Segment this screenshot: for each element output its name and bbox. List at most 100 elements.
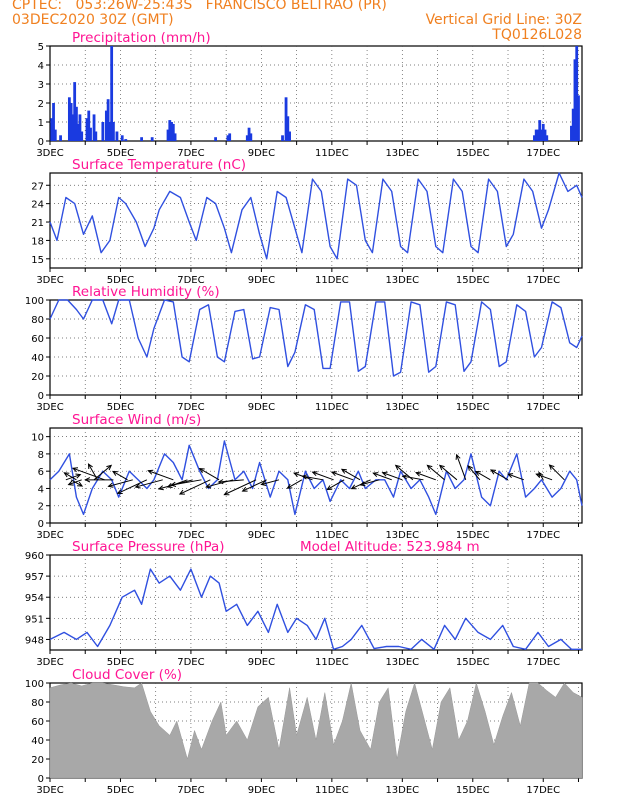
precipitation-date-label: 7DEC xyxy=(177,148,204,159)
wind-vector xyxy=(171,479,202,486)
wind-vector xyxy=(117,479,148,494)
humidity-date-label: 15DEC xyxy=(456,402,490,413)
pressure-date-label: 17DEC xyxy=(526,657,560,668)
precip-bar xyxy=(71,114,75,141)
precipitation-date-label: 11DEC xyxy=(315,148,349,159)
wind-ytick-label: 10 xyxy=(31,433,44,444)
precip-bar xyxy=(214,137,217,141)
precip-bar xyxy=(533,135,536,141)
precip-bar xyxy=(228,133,232,141)
wind-vector-head xyxy=(401,474,408,480)
humidity-date-label: 3DEC xyxy=(36,402,63,413)
precip-bar xyxy=(101,122,105,141)
precip-bar xyxy=(50,118,54,141)
humidity-date-label: 13DEC xyxy=(385,402,419,413)
precip-bar xyxy=(281,135,284,141)
wind-vector xyxy=(312,471,334,481)
pressure-ytick-label: 957 xyxy=(25,572,44,583)
wind-vector xyxy=(439,465,458,481)
wind-vector xyxy=(331,471,354,481)
wind-date-label: 15DEC xyxy=(456,530,490,541)
wind-vector-head xyxy=(535,473,542,479)
precip-bar xyxy=(245,135,249,141)
precip-bar xyxy=(106,99,110,141)
wind-vector xyxy=(179,479,211,495)
precip-bar xyxy=(171,123,175,141)
wind-vector xyxy=(549,464,565,481)
wind-vector-head xyxy=(301,474,308,480)
humidity-date-label: 7DEC xyxy=(177,402,204,413)
cloud-cover-date-label: 17DEC xyxy=(526,785,560,796)
header-grid-note: Vertical Grid Line: 30Z xyxy=(425,12,582,28)
wind-vector-head xyxy=(426,464,433,471)
precipitation-frame xyxy=(49,45,583,142)
wind-vector xyxy=(242,479,267,492)
wind-ytick-label: 6 xyxy=(38,467,44,478)
precip-bar xyxy=(53,129,57,141)
wind-title: Surface Wind (m/s) xyxy=(72,412,201,428)
temperature-ytick-label: 18 xyxy=(31,236,44,247)
wind-vector-head xyxy=(241,486,248,492)
wind-vector xyxy=(261,479,280,486)
wind-vector-head xyxy=(84,477,91,483)
precipitation-ytick-label: 1 xyxy=(38,118,44,129)
precipitation-date-label: 5DEC xyxy=(107,148,134,159)
temperature-ytick-label: 15 xyxy=(31,255,44,266)
wind-vector xyxy=(467,465,481,481)
wind-vector-head xyxy=(293,472,300,478)
pressure-date-label: 11DEC xyxy=(315,657,349,668)
precip-bar xyxy=(75,106,78,141)
temperature-date-label: 15DEC xyxy=(456,275,490,286)
wind-ytick-label: 2 xyxy=(38,502,44,513)
cloud-cover-ytick-label: 100 xyxy=(25,679,44,690)
precip-bar xyxy=(115,131,119,141)
precip-bar xyxy=(166,129,170,141)
wind-vector-head xyxy=(87,463,93,470)
wind-vector xyxy=(199,468,220,481)
humidity-series-line xyxy=(49,299,583,377)
precipitation-date-label: 13DEC xyxy=(385,148,419,159)
precip-bar xyxy=(173,133,177,141)
wind-vector xyxy=(135,479,163,488)
precip-bar xyxy=(571,108,575,141)
humidity-ytick-label: 100 xyxy=(25,296,44,307)
humidity-ytick-label: 0 xyxy=(38,391,44,402)
humidity-date-label: 5DEC xyxy=(107,402,134,413)
precip-bar xyxy=(78,114,82,141)
wind-vector-head xyxy=(205,483,212,489)
precip-bar xyxy=(104,110,108,141)
temperature-date-label: 9DEC xyxy=(248,275,275,286)
wind-vector xyxy=(72,467,105,481)
precip-bar xyxy=(543,129,547,141)
header-station: CPTEC: 053:26W-25:43S FRANCISCO BELTRAO … xyxy=(12,0,387,13)
wind-vector-head xyxy=(223,490,230,496)
cloud-cover-date-label: 3DEC xyxy=(36,785,63,796)
precip-bar xyxy=(534,129,538,141)
wind-vector xyxy=(65,474,81,481)
precip-bar xyxy=(80,131,84,141)
temperature-series-line xyxy=(49,172,583,260)
wind-vector xyxy=(507,473,525,481)
wind-vector xyxy=(224,479,257,496)
wind-vector-head xyxy=(71,467,79,473)
header-date: 03DEC2020 30Z (GMT) xyxy=(12,12,174,28)
precip-bar xyxy=(73,82,77,141)
cloud-cover-ytick-label: 20 xyxy=(31,755,44,766)
wind-vector-head xyxy=(340,468,347,474)
wind-ytick-label: 0 xyxy=(38,519,44,530)
wind-vector-head xyxy=(538,471,544,478)
cloud-cover-ytick-label: 0 xyxy=(38,774,44,785)
wind-vector xyxy=(360,479,380,486)
wind-vector-head xyxy=(489,469,497,475)
wind-vector-head xyxy=(157,485,164,491)
header-model: TQ0126L028 xyxy=(492,27,582,43)
wind-vector xyxy=(373,472,392,481)
humidity-date-label: 9DEC xyxy=(248,402,275,413)
wind-vector-head xyxy=(548,464,555,470)
precipitation-ytick-label: 4 xyxy=(38,61,44,72)
pressure-ytick-label: 951 xyxy=(25,614,44,625)
cloud-cover-ytick-label: 60 xyxy=(31,717,44,728)
temperature-date-label: 13DEC xyxy=(385,275,419,286)
precip-bar xyxy=(108,122,112,141)
pressure-date-label: 15DEC xyxy=(456,657,490,668)
